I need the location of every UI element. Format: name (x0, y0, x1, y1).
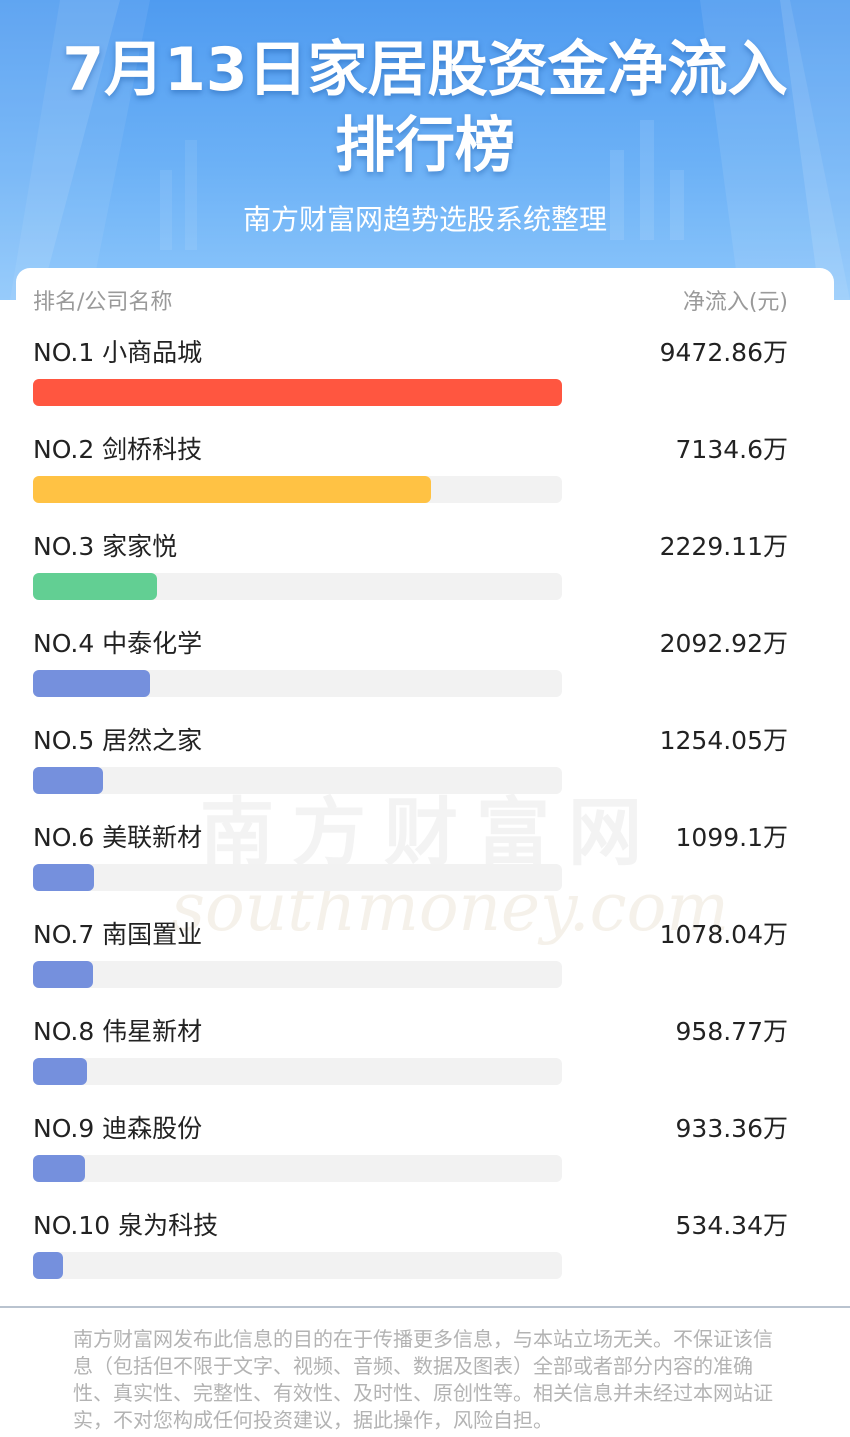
bar (33, 1058, 87, 1085)
bar-label: NO.3 家家悦 (33, 532, 178, 561)
bar-value-label: 1254.05万 (659, 726, 788, 755)
page-subtitle: 南方财富网趋势选股系统整理 (242, 203, 607, 236)
header-banner: 7月13日家居股资金净流入 排行榜 南方财富网趋势选股系统整理 (0, 0, 850, 300)
bar-value-label: 1099.1万 (675, 823, 788, 852)
column-header-rank-name: 排名/公司名称 (33, 290, 173, 315)
bar-label: NO.10 泉为科技 (33, 1211, 219, 1240)
bar-track (33, 670, 562, 697)
bar-value-label: 933.36万 (675, 1114, 788, 1143)
bar-label: NO.7 南国置业 (33, 920, 203, 949)
bar-value-label: 2092.92万 (659, 629, 788, 658)
disclaimer-text: 南方财富网发布此信息的目的在于传播更多信息，与本站立场无关。不保证该信息（包括但… (73, 1327, 773, 1432)
bar-value-label: 1078.04万 (659, 920, 788, 949)
page-title-line1: 7月13日家居股资金净流入 (62, 35, 788, 105)
bar-label: NO.4 中泰化学 (33, 629, 203, 658)
column-header-net-inflow: 净流入(元) (682, 290, 788, 315)
bar (33, 1155, 86, 1182)
bar-label: NO.8 伟星新材 (33, 1017, 203, 1046)
bar-label: NO.1 小商品城 (33, 338, 203, 367)
bar-track (33, 1058, 562, 1085)
bar-label: NO.2 剑桥科技 (33, 435, 203, 464)
bar (33, 1252, 63, 1279)
bar (33, 573, 158, 600)
bar-value-label: 958.77万 (675, 1017, 788, 1046)
bar-label: NO.9 迪森股份 (33, 1114, 203, 1143)
bar-track (33, 767, 562, 794)
bar-track (33, 573, 562, 600)
bar (33, 864, 95, 891)
bar-track (33, 864, 562, 891)
bar (33, 476, 432, 503)
bar (33, 961, 94, 988)
bar-track (33, 1155, 562, 1182)
bar-value-label: 7134.6万 (675, 435, 788, 464)
page-title-line2: 排行榜 (335, 111, 515, 181)
bar (33, 670, 150, 697)
bar-track (33, 476, 562, 503)
header-decoration (0, 0, 850, 300)
bar-value-label: 9472.86万 (659, 338, 788, 367)
bar (33, 767, 104, 794)
bar-track (33, 961, 562, 988)
footer-divider (0, 1306, 850, 1308)
bar-label: NO.6 美联新材 (33, 823, 203, 852)
bar (33, 379, 562, 406)
bar-track (33, 1252, 562, 1279)
bar-value-label: 2229.11万 (659, 532, 788, 561)
bar-value-label: 534.34万 (675, 1211, 788, 1240)
bar-track (33, 379, 562, 406)
bar-label: NO.5 居然之家 (33, 726, 203, 755)
